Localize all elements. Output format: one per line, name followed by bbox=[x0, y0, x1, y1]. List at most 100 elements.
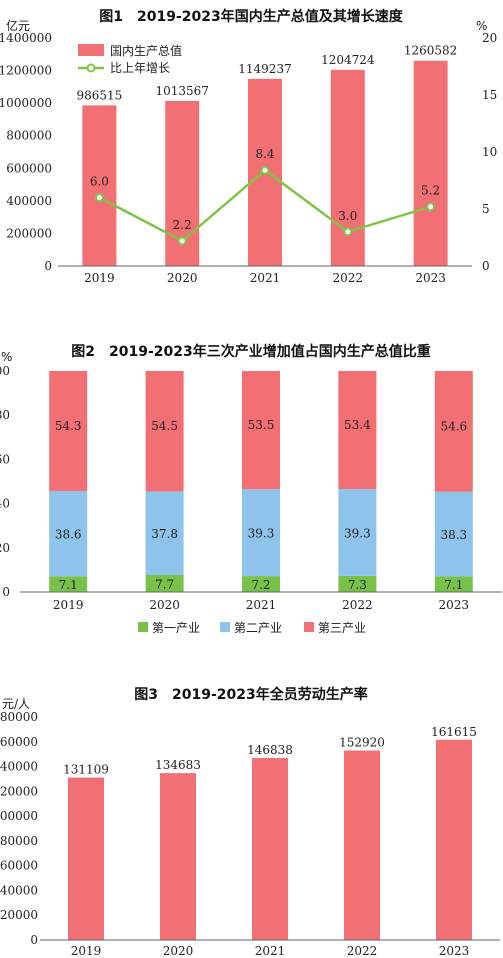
chart3-bar bbox=[344, 750, 380, 940]
chart1-y2-tick: 15 bbox=[482, 88, 497, 102]
chart2-x-tick: 2022 bbox=[342, 598, 373, 612]
chart1-growth-label: 2.2 bbox=[173, 218, 192, 232]
chart3-x-tick: 2023 bbox=[439, 944, 470, 958]
chart1-x-tick: 2022 bbox=[333, 271, 364, 285]
chart2-bar-segment bbox=[338, 575, 377, 592]
chart1-y-tick: 1000000 bbox=[0, 96, 52, 110]
chart2-legend-swatch bbox=[138, 622, 148, 632]
chart1-growth-label: 5.2 bbox=[421, 184, 440, 198]
chart2-x-tick: 2019 bbox=[53, 598, 84, 612]
chart3-bar bbox=[160, 773, 196, 940]
chart1-y-tick: 200000 bbox=[6, 226, 52, 240]
chart2-bar-segment bbox=[145, 574, 184, 592]
chart1-bar bbox=[82, 105, 117, 266]
chart1-y2-tick: 5 bbox=[482, 202, 490, 216]
chart1-y2-tick: 20 bbox=[482, 31, 497, 45]
chart1-title: 图1 2019-2023年国内生产总值及其增长速度 bbox=[99, 8, 403, 25]
chart2-legend-label: 第三产业 bbox=[318, 621, 366, 635]
chart1-legend-swatch-bar bbox=[78, 44, 104, 56]
chart3-title: 图3 2019-2023年全员劳动生产率 bbox=[134, 686, 367, 703]
chart3-bar-label: 152920 bbox=[339, 736, 385, 750]
chart2-segment-label: 7.2 bbox=[251, 578, 270, 592]
chart2-legend-label: 第一产业 bbox=[152, 621, 200, 635]
chart2-segment-label: 37.8 bbox=[151, 527, 178, 541]
chart1-growth-point bbox=[177, 236, 187, 246]
chart1-y2-tick: 0 bbox=[482, 259, 490, 273]
chart2-bar-segment bbox=[434, 371, 473, 492]
chart1-growth-point bbox=[426, 202, 436, 212]
chart3-x-tick: 2020 bbox=[163, 944, 194, 958]
chart3-y-tick: 80000 bbox=[0, 834, 38, 848]
chart2-unit: % bbox=[1, 350, 12, 364]
chart1-y-tick: 600000 bbox=[6, 161, 52, 175]
chart3-x-tick: 2021 bbox=[255, 944, 286, 958]
chart3-y-tick: 20000 bbox=[0, 784, 38, 798]
chart2-legend-label: 第二产业 bbox=[234, 621, 282, 635]
chart2-x-tick: 2021 bbox=[246, 598, 277, 612]
chart2-segment-label: 7.1 bbox=[444, 578, 463, 592]
chart1-y2-tick: 10 bbox=[482, 145, 497, 159]
chart2-bar-segment bbox=[49, 491, 88, 577]
chart1-growth-label: 3.0 bbox=[338, 209, 357, 223]
chart3-bar-label: 161615 bbox=[431, 725, 477, 739]
chart3-bar bbox=[436, 739, 472, 940]
chart3-y-tick: 80000 bbox=[0, 710, 38, 724]
chart2-bar-segment bbox=[338, 371, 377, 490]
chart1-bar-label: 1013567 bbox=[155, 84, 208, 98]
chart2-segment-label: 7.1 bbox=[59, 578, 78, 592]
chart2-bar-segment bbox=[242, 489, 280, 577]
chart3-bar bbox=[68, 777, 104, 940]
chart1-legend-label-line: 比上年增长 bbox=[110, 61, 170, 75]
chart1-growth-label: 8.4 bbox=[255, 147, 274, 161]
chart2-segment-label: 7.3 bbox=[348, 578, 367, 592]
chart1-growth-point bbox=[260, 165, 270, 175]
chart2-y-tick: 80 bbox=[0, 408, 10, 422]
chart2-segment-label: 53.5 bbox=[248, 418, 275, 432]
chart1-y-tick: 1400000 bbox=[0, 31, 52, 45]
chart2-title: 图2 2019-2023年三次产业增加值占国内生产总值比重 bbox=[71, 343, 430, 360]
chart1-y-tick: 1200000 bbox=[0, 64, 52, 78]
chart1-x-tick: 2020 bbox=[167, 271, 198, 285]
chart1-y-tick: 0 bbox=[44, 259, 52, 273]
chart3-x-tick: 2022 bbox=[347, 944, 378, 958]
chart1-bar-label: 1260582 bbox=[404, 44, 457, 58]
chart2-x-tick: 2020 bbox=[149, 598, 180, 612]
chart2-segment-label: 53.4 bbox=[344, 418, 371, 432]
chart3-unit: 元/人 bbox=[2, 697, 30, 711]
chart1-bar bbox=[413, 60, 448, 266]
chart1-x-tick: 2023 bbox=[415, 271, 446, 285]
chart1-growth-label: 6.0 bbox=[90, 175, 109, 189]
chart2-segment-label: 38.6 bbox=[55, 528, 82, 542]
chart1-legend-label-bar: 国内生产总值 bbox=[110, 43, 182, 58]
chart2-bar-segment bbox=[338, 489, 377, 576]
chart2-segment-label: 54.5 bbox=[151, 419, 178, 433]
chart2-bar-segment bbox=[242, 371, 280, 490]
chart2-y-tick: 0 bbox=[2, 585, 10, 599]
chart2-segment-label: 39.3 bbox=[344, 526, 371, 540]
chart1-bar-label: 986515 bbox=[76, 88, 122, 102]
chart2-bar-segment bbox=[49, 371, 88, 492]
chart1-x-tick: 2021 bbox=[250, 271, 281, 285]
chart3-y-tick: 60000 bbox=[0, 859, 38, 873]
chart3-bar-label: 134683 bbox=[155, 758, 201, 772]
chart3-y-tick: 60000 bbox=[0, 735, 38, 749]
chart2-segment-label: 38.3 bbox=[440, 528, 467, 542]
chart1-legend-marker bbox=[86, 63, 96, 73]
chart1-x-tick: 2019 bbox=[84, 271, 115, 285]
chart1-right-unit: % bbox=[476, 19, 487, 33]
chart2-bar-segment bbox=[145, 371, 184, 492]
chart2-segment-label: 54.6 bbox=[440, 419, 467, 433]
chart2-y-tick: 40 bbox=[0, 497, 10, 511]
chart2-bar-segment bbox=[145, 491, 184, 575]
chart2-x-tick: 2023 bbox=[439, 598, 470, 612]
chart2-y-tick: 20 bbox=[0, 541, 10, 555]
chart3-y-tick: 40000 bbox=[0, 883, 38, 897]
chart1-growth-point bbox=[343, 227, 353, 237]
chart2-bar-segment bbox=[434, 491, 473, 577]
chart2-legend-swatch bbox=[304, 622, 314, 632]
chart1-y-tick: 800000 bbox=[6, 129, 52, 143]
chart2-y-tick: 60 bbox=[0, 452, 10, 466]
chart1-bar-label: 1204724 bbox=[321, 53, 375, 67]
chart3-bar bbox=[252, 758, 288, 940]
